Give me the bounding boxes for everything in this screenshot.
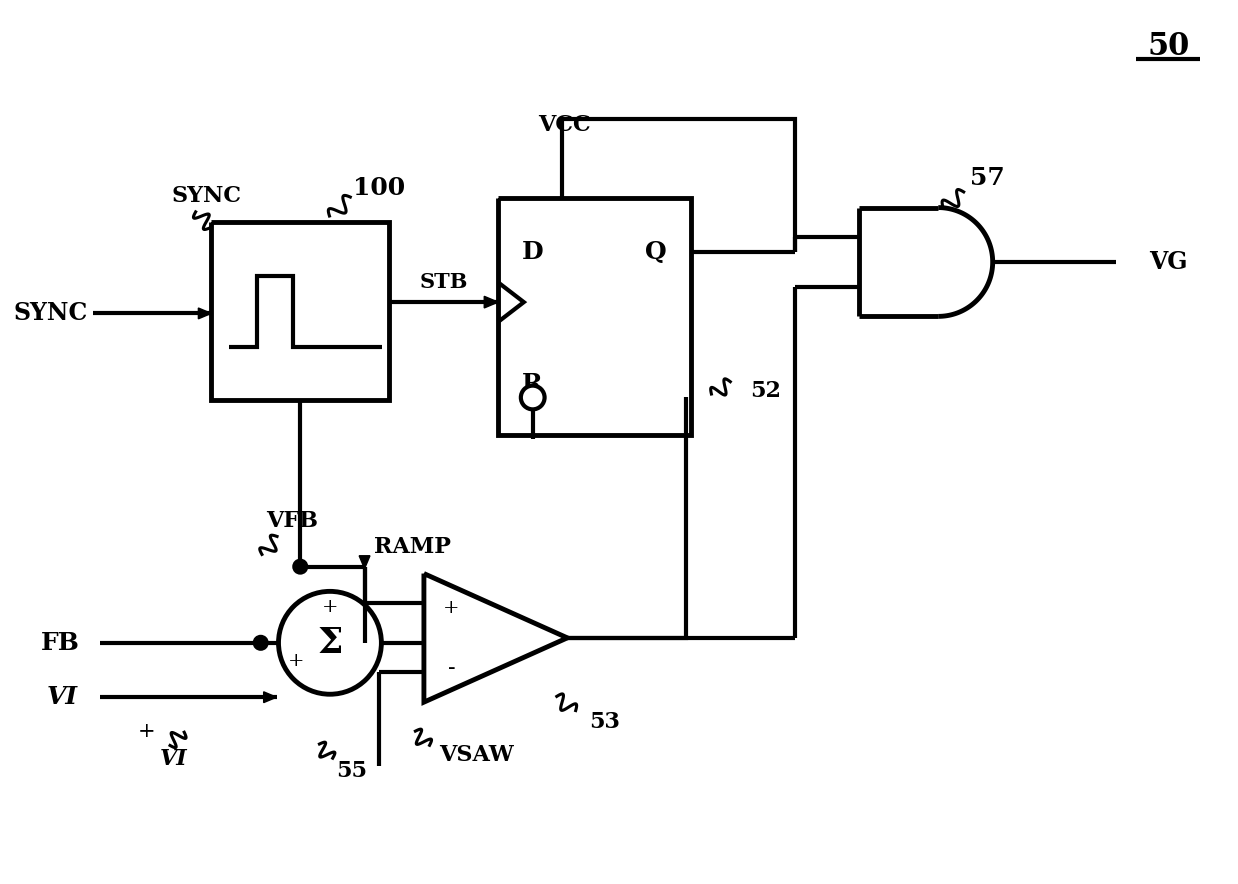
Polygon shape xyxy=(484,296,498,308)
Polygon shape xyxy=(359,556,370,568)
Text: Q: Q xyxy=(645,240,667,264)
Text: SYNC: SYNC xyxy=(171,185,241,207)
Circle shape xyxy=(521,385,545,409)
Text: RAMP: RAMP xyxy=(374,536,452,558)
Text: +: + xyxy=(139,722,156,742)
Text: D: D xyxy=(522,240,543,264)
Text: 52: 52 xyxy=(750,379,781,401)
Text: VG: VG xyxy=(1149,250,1187,274)
Text: VFB: VFB xyxy=(266,510,318,532)
Text: SYNC: SYNC xyxy=(14,301,88,325)
Text: 55: 55 xyxy=(337,760,368,782)
Text: +: + xyxy=(288,652,305,669)
Text: VI: VI xyxy=(160,748,187,770)
Text: R: R xyxy=(522,371,543,396)
Text: STB: STB xyxy=(420,272,468,293)
Text: Σ: Σ xyxy=(317,626,343,659)
Text: -: - xyxy=(448,657,456,679)
Text: 50: 50 xyxy=(1148,31,1190,62)
Text: +: + xyxy=(322,598,338,616)
Polygon shape xyxy=(198,308,212,319)
Text: VCC: VCC xyxy=(539,114,591,136)
Text: +: + xyxy=(443,599,459,617)
Text: VSAW: VSAW xyxy=(438,743,514,766)
Text: 57: 57 xyxy=(971,166,1005,190)
Text: FB: FB xyxy=(41,631,79,655)
Text: 100: 100 xyxy=(353,176,406,200)
Text: 53: 53 xyxy=(589,711,620,733)
Text: VI: VI xyxy=(47,685,78,709)
Circle shape xyxy=(255,636,266,649)
Polygon shape xyxy=(264,692,276,703)
Circle shape xyxy=(295,560,306,573)
